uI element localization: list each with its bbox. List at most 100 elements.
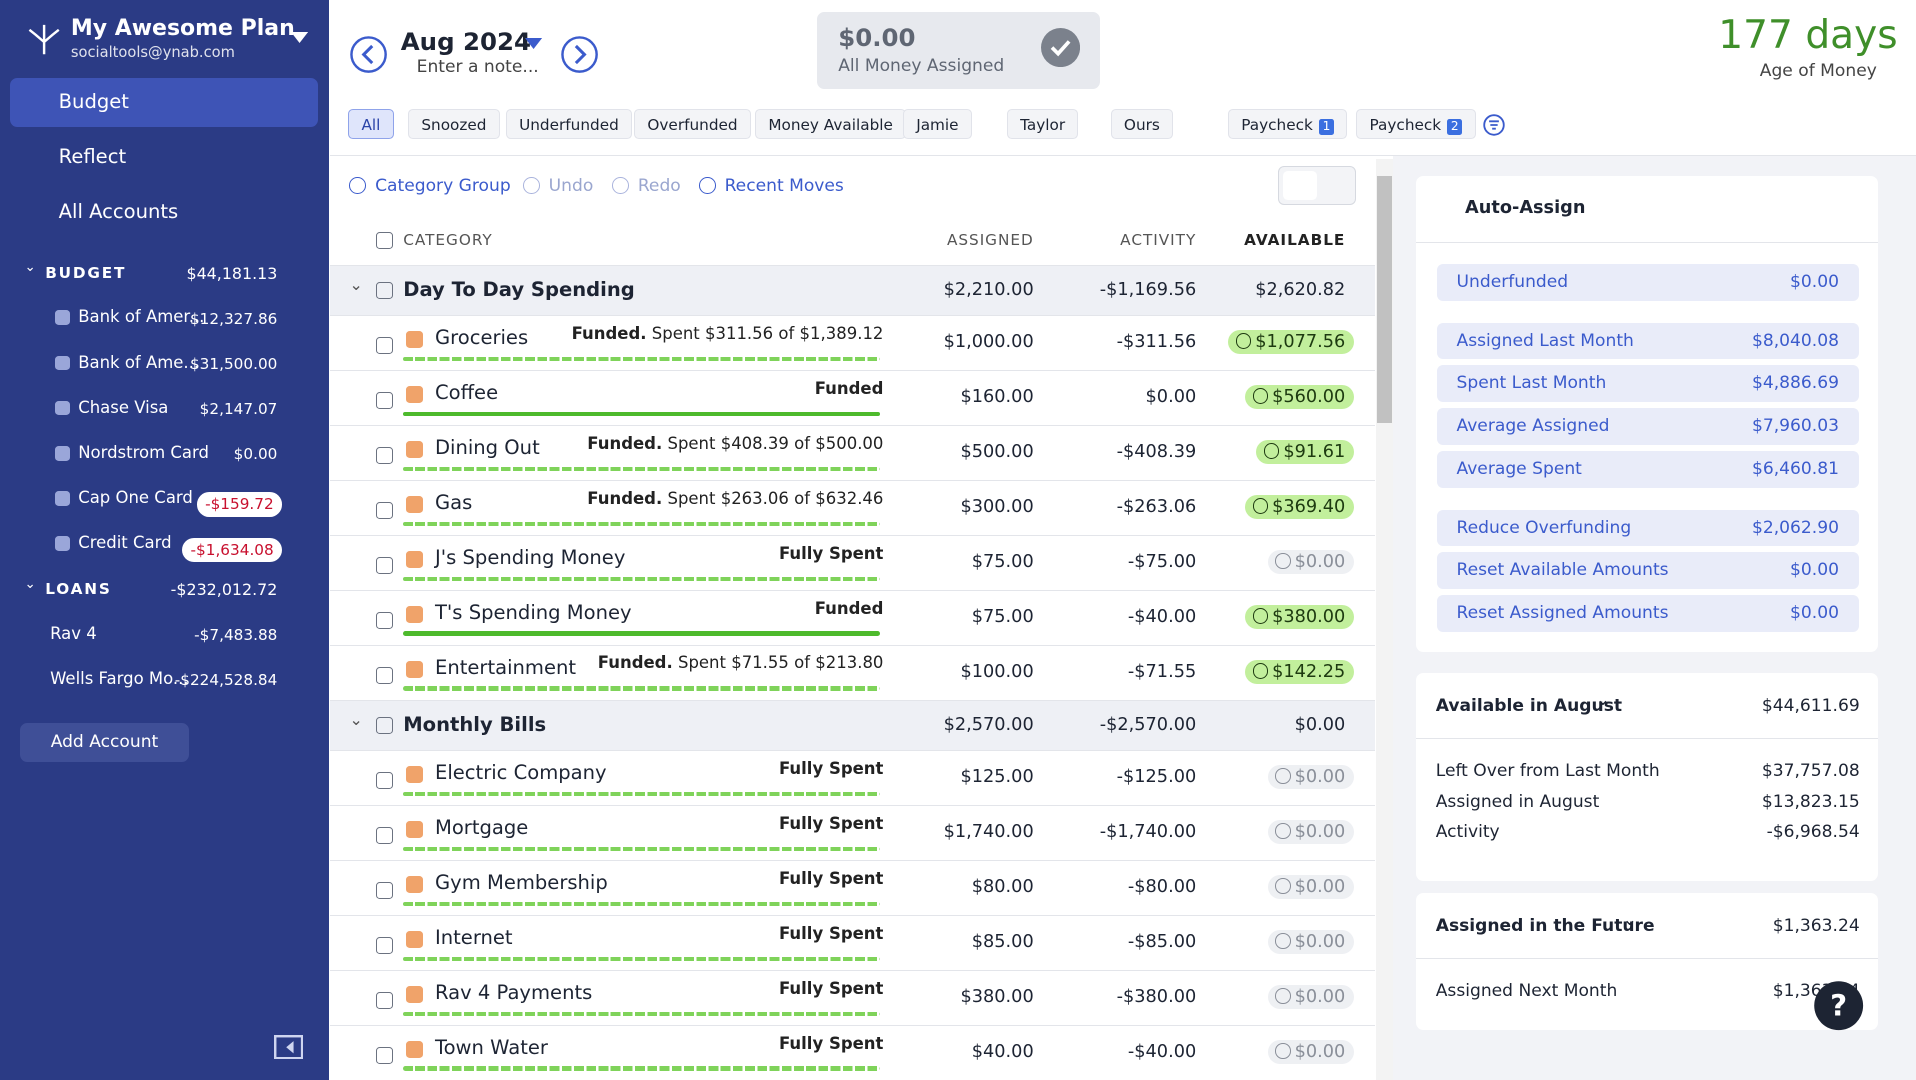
auto-assign-option[interactable]: Spent Last Month $4,886.69: [1436, 365, 1859, 402]
account-row[interactable]: Bank of Amer... $12,327.86: [0, 299, 329, 336]
category-group-row[interactable]: ⌄ Monthly Bills $2,570.00 -$2,570.00 $0.00: [329, 700, 1375, 751]
group-activity: -$1,169.56: [1099, 279, 1197, 300]
summary-title[interactable]: Assigned in the Future: [1435, 916, 1655, 937]
row-checkbox[interactable]: [376, 826, 393, 844]
nav-item[interactable]: All Accounts: [58, 200, 179, 224]
auto-assign-option[interactable]: Underfunded $0.00: [1436, 263, 1859, 301]
category-row[interactable]: Town Water Fully Spent $40.00 -$40.00 $0.00: [329, 1025, 1375, 1080]
category-row[interactable]: Dining Out Funded. Spent $408.39 of $500.…: [329, 425, 1375, 480]
row-checkbox[interactable]: [376, 666, 393, 684]
category-row[interactable]: T's Spending Money Funded $75.00 -$40.00 $38…: [329, 590, 1375, 645]
available-pill[interactable]: $1,077.56: [1228, 329, 1354, 355]
toolbar-button[interactable]: Redo: [637, 175, 681, 196]
available-check: [1275, 878, 1291, 894]
auto-assign-title[interactable]: Auto-Assign: [1465, 197, 1586, 218]
available-pill[interactable]: $142.25: [1245, 659, 1354, 685]
available-pill[interactable]: $0.00: [1267, 1039, 1354, 1065]
category-row[interactable]: Coffee Funded $160.00 $0.00 $560.00: [329, 370, 1375, 425]
account-row[interactable]: Wells Fargo Mo... -$224,528.84: [0, 661, 329, 698]
filter-chip[interactable]: Money Available: [755, 108, 907, 140]
category-group-row[interactable]: ⌄ Day To Day Spending $2,210.00 -$1,169.56 $…: [329, 265, 1375, 316]
row-checkbox[interactable]: [376, 991, 393, 1009]
column-header: ASSIGNED: [946, 230, 1034, 249]
filter-chip[interactable]: Taylor: [1006, 108, 1079, 140]
category-row[interactable]: Electric Company Fully Spent $125.00 -$125.…: [329, 750, 1375, 805]
row-checkbox[interactable]: [376, 392, 393, 409]
nav-item[interactable]: Budget: [9, 78, 318, 128]
row-assigned: $75.00: [971, 607, 1034, 628]
available-pill[interactable]: $369.40: [1245, 494, 1354, 520]
account-row[interactable]: Credit Card -$1,634.08: [0, 525, 329, 562]
auto-assign-option[interactable]: Reduce Overfunding $2,062.90: [1436, 509, 1859, 547]
toolbar-button[interactable]: Recent Moves: [724, 175, 844, 196]
account-row[interactable]: Rav 4 -$7,483.88: [0, 616, 329, 653]
category-row[interactable]: Internet Fully Spent $85.00 -$85.00 $0.00: [329, 915, 1375, 970]
month[interactable]: Aug 2024: [400, 26, 532, 56]
nav-item[interactable]: Reflect: [58, 145, 127, 169]
category-row[interactable]: J's Spending Money Fully Spent $75.00 -$75.…: [329, 535, 1375, 590]
filter-chip[interactable]: Ours: [1110, 108, 1174, 140]
row-checkbox[interactable]: [376, 772, 393, 789]
available-pill[interactable]: $0.00: [1267, 819, 1354, 845]
category-row[interactable]: Gym Membership Fully Spent $80.00 -$80.00 $0…: [329, 860, 1375, 915]
auto-assign-option[interactable]: Assigned Last Month $8,040.08: [1436, 322, 1859, 360]
account-row[interactable]: Bank of Ame... $31,500.00: [0, 345, 329, 382]
add-account-button[interactable]: Add Account: [19, 723, 190, 763]
auto-assign-option[interactable]: Average Spent $6,460.81: [1436, 450, 1859, 488]
month-caret[interactable]: [525, 37, 543, 50]
row-checkbox[interactable]: [376, 446, 393, 464]
filter-chip[interactable]: Snoozed: [408, 108, 500, 140]
group-label[interactable]: BUDGET: [45, 263, 127, 282]
row-checkbox[interactable]: [376, 501, 393, 519]
category-row[interactable]: Groceries Funded. Spent $311.56 of $1,389…: [329, 315, 1375, 370]
group-label[interactable]: LOANS: [45, 580, 112, 599]
toolbar-button[interactable]: Undo: [548, 175, 594, 196]
filter-chip[interactable]: Jamie: [902, 108, 972, 140]
available-pill[interactable]: $0.00: [1267, 984, 1354, 1010]
account-row[interactable]: Nordstrom Card $0.00: [0, 435, 329, 472]
next-month[interactable]: [560, 35, 599, 74]
filter-settings[interactable]: [1483, 113, 1506, 136]
category-row[interactable]: Rav 4 Payments Fully Spent $380.00 -$380.00…: [329, 970, 1375, 1025]
collapse-icon[interactable]: [273, 1034, 304, 1060]
filter-chip[interactable]: Overfunded: [634, 108, 751, 140]
row-checkbox[interactable]: [376, 611, 393, 629]
available-pill[interactable]: $0.00: [1267, 764, 1354, 790]
available-pill[interactable]: $380.00: [1245, 604, 1354, 630]
category-row[interactable]: Entertainment Funded. Spent $71.55 of $21…: [329, 645, 1375, 700]
prev-month[interactable]: [349, 35, 388, 74]
header-checkbox[interactable]: [376, 232, 393, 249]
auto-assign-option[interactable]: Reset Assigned Amounts $0.00: [1436, 595, 1859, 632]
row-checkbox[interactable]: [376, 556, 393, 574]
view-toggle[interactable]: [1278, 166, 1356, 205]
summary-title[interactable]: Available in August: [1435, 696, 1623, 717]
plan-name[interactable]: My Awesome Plan: [70, 15, 295, 41]
account-row[interactable]: Cap One Card -$159.72: [0, 480, 329, 517]
row-checkbox[interactable]: [376, 1046, 393, 1064]
available-pill[interactable]: $0.00: [1267, 874, 1354, 900]
category-row[interactable]: Mortgage Fully Spent $1,740.00 -$1,740.00 $0…: [329, 805, 1375, 860]
auto-assign-option[interactable]: Average Assigned $7,960.03: [1436, 408, 1859, 445]
available-pill[interactable]: $560.00: [1245, 384, 1354, 410]
toolbar-button[interactable]: Category Group: [375, 175, 511, 196]
available-pill[interactable]: $0.00: [1267, 929, 1354, 955]
available-pill[interactable]: $0.00: [1267, 549, 1354, 575]
group-checkbox[interactable]: [376, 282, 393, 299]
help-button[interactable]: ?: [1813, 980, 1864, 1031]
category-row[interactable]: Gas Funded. Spent $263.06 of $632.46 $300.…: [329, 480, 1375, 535]
row-checkbox[interactable]: [376, 337, 393, 354]
auto-assign-option[interactable]: Reset Available Amounts $0.00: [1436, 552, 1859, 589]
available-pill[interactable]: $91.61: [1256, 439, 1354, 465]
row-checkbox[interactable]: [376, 881, 393, 899]
plan-menu[interactable]: [290, 31, 308, 44]
filter-chip[interactable]: All: [348, 108, 394, 140]
row-checkbox[interactable]: [376, 936, 393, 954]
scrollbar[interactable]: [1375, 158, 1393, 1080]
filter-chip[interactable]: Paycheck 2: [1356, 108, 1476, 140]
status-label: Fully Spent: [778, 868, 884, 888]
account-row[interactable]: Chase Visa $2,147.07: [0, 390, 329, 427]
filter-chip[interactable]: Underfunded: [505, 108, 633, 140]
filter-chip[interactable]: Paycheck 1: [1228, 108, 1348, 140]
month-note[interactable]: Enter a note...: [416, 57, 539, 78]
group-checkbox[interactable]: [376, 717, 393, 734]
